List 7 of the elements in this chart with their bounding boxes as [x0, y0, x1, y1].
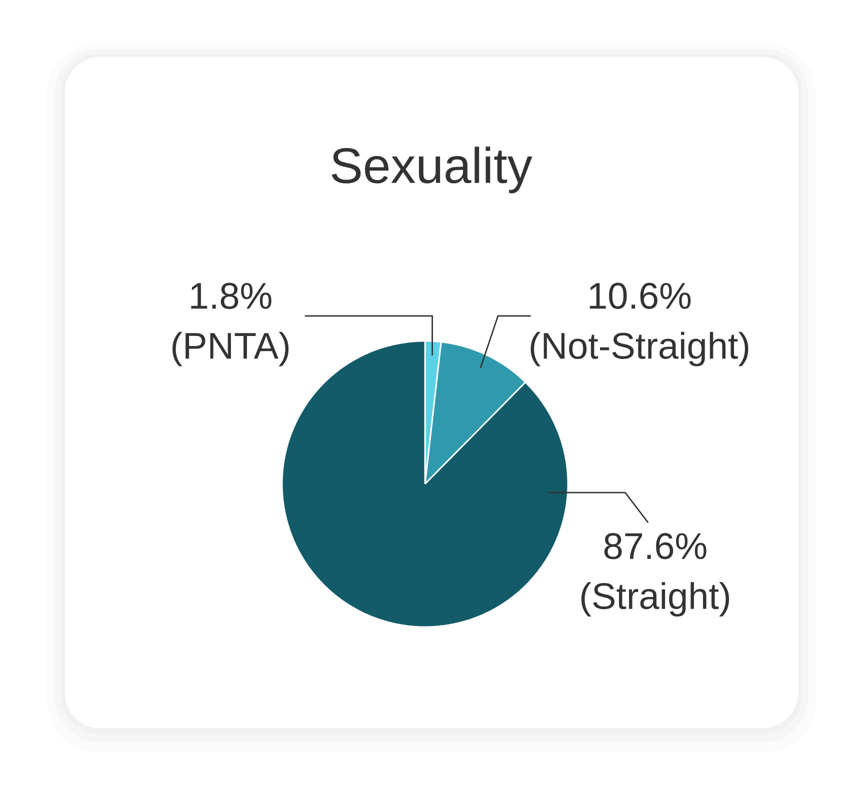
chart-title: Sexuality: [332, 146, 532, 194]
data-label: 87.6%: [604, 533, 706, 560]
data-label: 1.8%: [191, 282, 272, 309]
slice-label: (Not-Straight): [530, 332, 748, 366]
slice-label: (Straight): [581, 582, 729, 617]
slice-label: (PNTA): [172, 332, 289, 366]
data-label: 10.6%: [590, 282, 691, 309]
